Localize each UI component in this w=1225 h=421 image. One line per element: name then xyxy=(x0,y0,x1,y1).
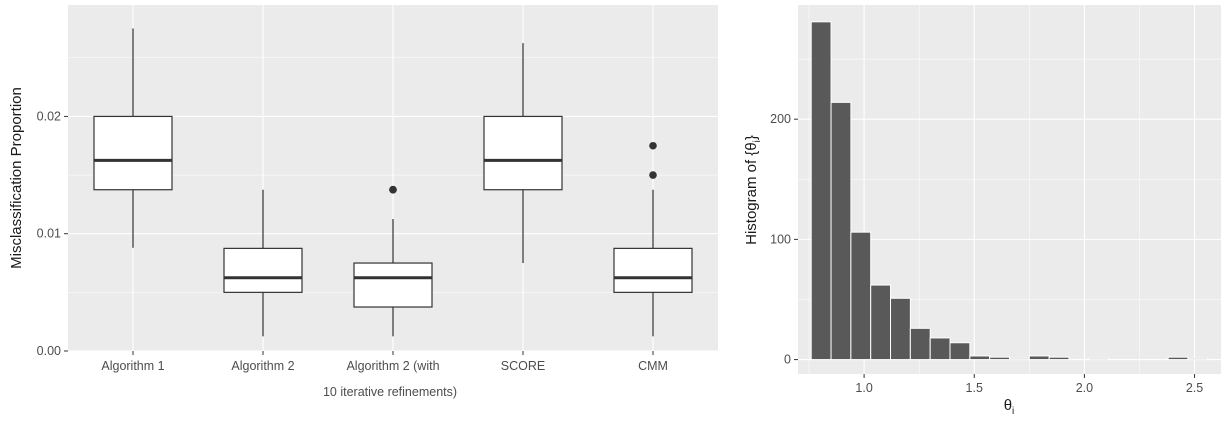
histogram-bar xyxy=(1009,357,1030,361)
histogram-x-tick-label: 2.0 xyxy=(1076,381,1093,395)
histogram-y-axis-title-subscript: i xyxy=(752,140,763,142)
histogram-axes: 1.0 1.5 2.0 2.5 0 100 200 xyxy=(770,112,1203,395)
histogram-y-tick-label: 0 xyxy=(784,353,791,367)
histogram-bar xyxy=(810,21,832,361)
boxplot-x-axis-title-line2: 10 iterative refinements) xyxy=(323,385,457,399)
boxplot-box-group xyxy=(353,185,433,337)
boxplot-x-tick-label: SCORE xyxy=(501,359,545,373)
histogram-bar xyxy=(870,284,892,361)
histogram-bar xyxy=(969,355,991,361)
histogram-y-tick-label: 200 xyxy=(770,112,791,126)
histogram-bar xyxy=(1167,356,1189,361)
histogram-y-axis-title: Histogram of {θi} xyxy=(743,135,763,245)
histogram-bar xyxy=(1187,357,1209,361)
boxplot-marks xyxy=(93,28,693,337)
boxplot-x-tick-label: CMM xyxy=(638,359,668,373)
boxplot-box-group xyxy=(223,189,303,337)
boxplot-box xyxy=(353,262,433,308)
histogram-y-axis-title-main: Histogram of {θ xyxy=(743,142,760,245)
histogram-x-tick-label: 1.0 xyxy=(855,381,872,395)
histogram-gridlines xyxy=(798,5,1221,374)
histogram-bar xyxy=(1028,355,1050,361)
histogram-y-tick-label: 100 xyxy=(770,232,791,246)
boxplot-box xyxy=(613,247,693,293)
boxplot-outlier-point xyxy=(649,171,657,179)
histogram-bar xyxy=(909,327,931,361)
histogram-x-axis-title: θi xyxy=(1004,397,1015,417)
boxplot-y-axis-title: Misclassification Proportion xyxy=(8,87,25,269)
boxplot-box xyxy=(93,115,173,191)
histogram-bar xyxy=(949,342,971,361)
histogram-x-tick-label: 1.5 xyxy=(966,381,983,395)
histogram-bar xyxy=(830,101,852,361)
boxplot-outlier-point xyxy=(389,185,397,194)
boxplot-box-group xyxy=(93,28,173,248)
histogram-bar xyxy=(890,297,911,361)
histogram-bar xyxy=(989,356,1010,361)
histogram-bar xyxy=(929,337,951,361)
boxplot-y-tick-label: 0.01 xyxy=(37,227,61,241)
boxplot-box xyxy=(483,115,563,191)
histogram-x-axis-title-main: θ xyxy=(1004,397,1012,414)
histogram-bar xyxy=(1088,357,1110,361)
boxplot-x-tick-label: Algorithm 2 xyxy=(231,359,294,373)
boxplot-box-group xyxy=(613,141,693,337)
boxplot-y-tick-label: 0.00 xyxy=(37,344,61,358)
boxplot-outlier-point xyxy=(649,141,657,150)
boxplot-box xyxy=(223,247,303,293)
histogram-y-axis-title-close: } xyxy=(743,135,760,140)
histogram-x-axis-title-subscript: i xyxy=(1012,406,1014,417)
histogram-x-tick-label: 2.5 xyxy=(1186,381,1203,395)
boxplot-chart: 0.00 0.01 0.02 Algorithm 1 Algorithm 2 Algori… xyxy=(8,5,718,399)
boxplot-x-tick-label: Algorithm 1 xyxy=(101,359,164,373)
boxplot-y-tick-label: 0.02 xyxy=(37,109,61,123)
boxplot-axes: 0.00 0.01 0.02 Algorithm 1 Algorithm 2 Algori… xyxy=(37,109,668,373)
boxplot-box-group xyxy=(483,43,563,264)
histogram-bar xyxy=(1048,356,1070,361)
histogram-bar xyxy=(850,231,872,361)
boxplot-x-tick-label: Algorithm 2 (with xyxy=(346,359,439,373)
histogram-bars xyxy=(810,21,1209,361)
